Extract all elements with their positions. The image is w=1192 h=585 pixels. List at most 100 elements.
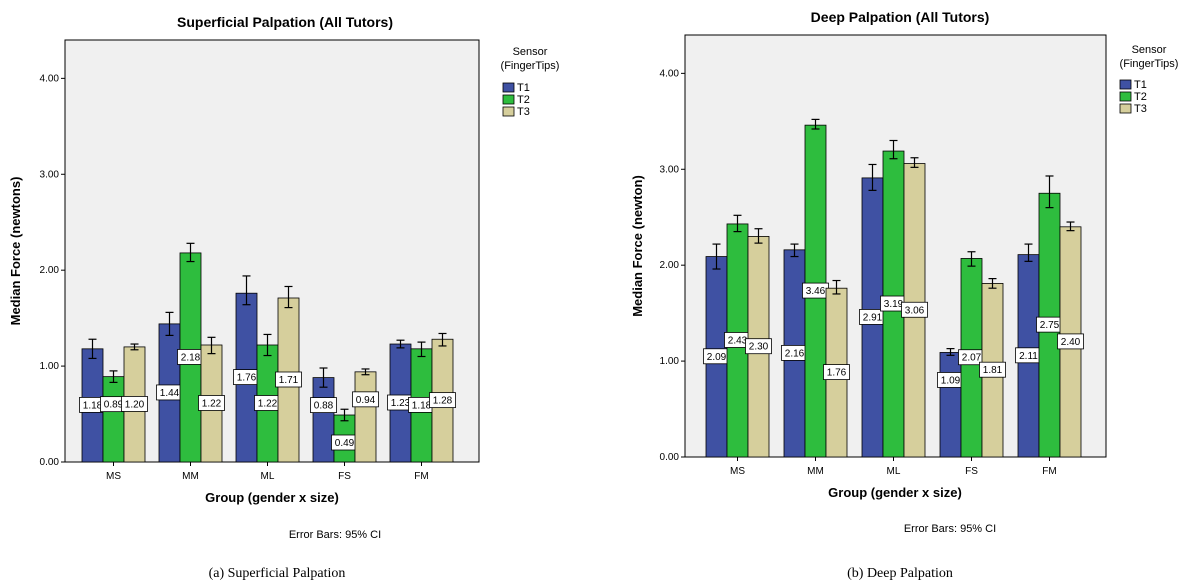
error-bar xyxy=(988,278,997,289)
x-tick-label: ML xyxy=(887,466,901,477)
error-bar xyxy=(868,163,877,191)
chart-title: Superficial Palpation (All Tutors) xyxy=(177,14,393,30)
data-label-box xyxy=(310,397,337,414)
data-label-text: 1.18 xyxy=(412,400,432,411)
data-label: 1.71 xyxy=(275,371,302,388)
y-tick-label: 2.00 xyxy=(40,265,60,276)
x-tick-label: MM xyxy=(807,466,824,477)
error-bar xyxy=(263,333,272,357)
data-label-text: 1.22 xyxy=(202,398,222,409)
error-bar xyxy=(832,279,841,295)
data-label-text: 1.28 xyxy=(433,396,453,407)
data-label: 0.49 xyxy=(331,434,358,451)
error-bar xyxy=(284,285,293,309)
chart-superficial-palpation: Superficial Palpation (All Tutors) 0.00 1… xyxy=(8,14,559,581)
legend-label: T1 xyxy=(1134,79,1147,91)
y-axis-label: Median Force (newton) xyxy=(630,175,645,317)
data-label-text: 2.16 xyxy=(785,348,805,359)
data-label-text: 0.89 xyxy=(104,400,124,411)
x-tick-label: FS xyxy=(965,466,978,477)
chart-deep-palpation: Deep Palpation (All Tutors) 0.00 1.00 2.00… xyxy=(630,9,1178,581)
error-bar xyxy=(1066,221,1075,232)
data-label-text: 1.18 xyxy=(83,400,103,411)
x-tick-label: MM xyxy=(182,471,199,482)
legend-title-line1: Sensor xyxy=(513,46,548,58)
error-bar xyxy=(319,367,328,388)
legend-item-t2: T2 xyxy=(502,94,530,106)
y-tick-label: 4.00 xyxy=(660,68,680,79)
data-label-box xyxy=(823,364,850,381)
error-bar xyxy=(712,243,721,270)
error-bar xyxy=(754,228,763,244)
data-label-text: 2.75 xyxy=(1040,320,1060,331)
legend-label: T3 xyxy=(517,106,530,118)
data-label-text: 3.19 xyxy=(884,299,904,310)
data-label-text: 2.91 xyxy=(863,312,883,323)
error-bar xyxy=(811,118,820,130)
data-label-text: 2.43 xyxy=(728,335,748,346)
data-label: 2.40 xyxy=(1057,333,1084,350)
data-label-text: 2.11 xyxy=(1019,351,1038,362)
legend-item-t3: T3 xyxy=(502,106,530,118)
error-bar xyxy=(186,242,195,263)
data-label: 0.94 xyxy=(352,391,379,408)
data-label-text: 1.76 xyxy=(237,373,257,384)
bar-t3-fs xyxy=(354,371,377,463)
data-label: 0.88 xyxy=(310,397,337,414)
plot-marks: 0.00 1.00 2.00 3.00 4.00 MS 2.092.432.30 MM 2.16… xyxy=(660,68,1084,477)
data-label-text: 1.76 xyxy=(827,368,847,379)
data-label-text: 1.81 xyxy=(983,365,1003,376)
x-axis-label: Group (gender x size) xyxy=(205,490,339,505)
data-label: 3.46 xyxy=(802,282,829,299)
legend-swatch xyxy=(502,94,515,105)
error-bar xyxy=(417,341,426,358)
x-tick-label: ML xyxy=(261,471,275,482)
data-label-text: 2.40 xyxy=(1061,337,1081,348)
error-bar xyxy=(88,338,97,360)
data-label-text: 1.09 xyxy=(941,375,961,386)
data-label-text: 1.23 xyxy=(391,398,411,409)
data-label-box xyxy=(275,371,302,388)
error-bar xyxy=(130,343,139,351)
y-tick-label: 2.00 xyxy=(660,260,680,271)
data-label-text: 1.44 xyxy=(160,388,180,399)
bar-t2-ms xyxy=(102,376,125,463)
error-bar xyxy=(340,408,349,422)
data-label: 1.20 xyxy=(121,396,148,412)
y-axis-label: Median Force (newtons) xyxy=(8,177,23,326)
x-tick-label: FM xyxy=(414,471,428,482)
error-bar xyxy=(438,332,447,347)
legend-label: T2 xyxy=(1134,91,1147,103)
x-tick-label: FS xyxy=(338,471,351,482)
data-label-text: 0.94 xyxy=(356,395,376,406)
y-tick-label: 3.00 xyxy=(40,169,60,180)
legend-item-t3: T3 xyxy=(1119,103,1147,115)
y-tick-label: 1.00 xyxy=(660,356,680,367)
data-label: 2.75 xyxy=(1036,316,1063,333)
data-label: 3.06 xyxy=(901,301,928,318)
data-label: 1.76 xyxy=(823,364,850,381)
legend-title-line2: (FingerTips) xyxy=(501,60,560,72)
legend-item-t1: T1 xyxy=(1119,79,1147,91)
legend-title-line2: (FingerTips) xyxy=(1120,58,1179,70)
data-label-text: 2.30 xyxy=(749,342,769,353)
data-label-box xyxy=(198,395,225,411)
legend-label: T1 xyxy=(517,82,530,94)
y-tick-label: 3.00 xyxy=(660,164,680,175)
data-label-box xyxy=(121,396,148,412)
data-label-box xyxy=(1057,333,1084,350)
data-label: 2.09 xyxy=(703,348,730,365)
data-label-text: 0.88 xyxy=(314,401,334,412)
data-label-text: 2.18 xyxy=(181,352,201,363)
data-label: 1.22 xyxy=(198,395,225,411)
data-label-text: 1.20 xyxy=(125,399,145,410)
legend-swatch xyxy=(1119,103,1132,114)
y-tick-label: 1.00 xyxy=(40,361,60,372)
error-bar xyxy=(165,311,174,336)
data-label: 2.16 xyxy=(781,345,808,361)
bar-t1-fs xyxy=(312,377,335,463)
